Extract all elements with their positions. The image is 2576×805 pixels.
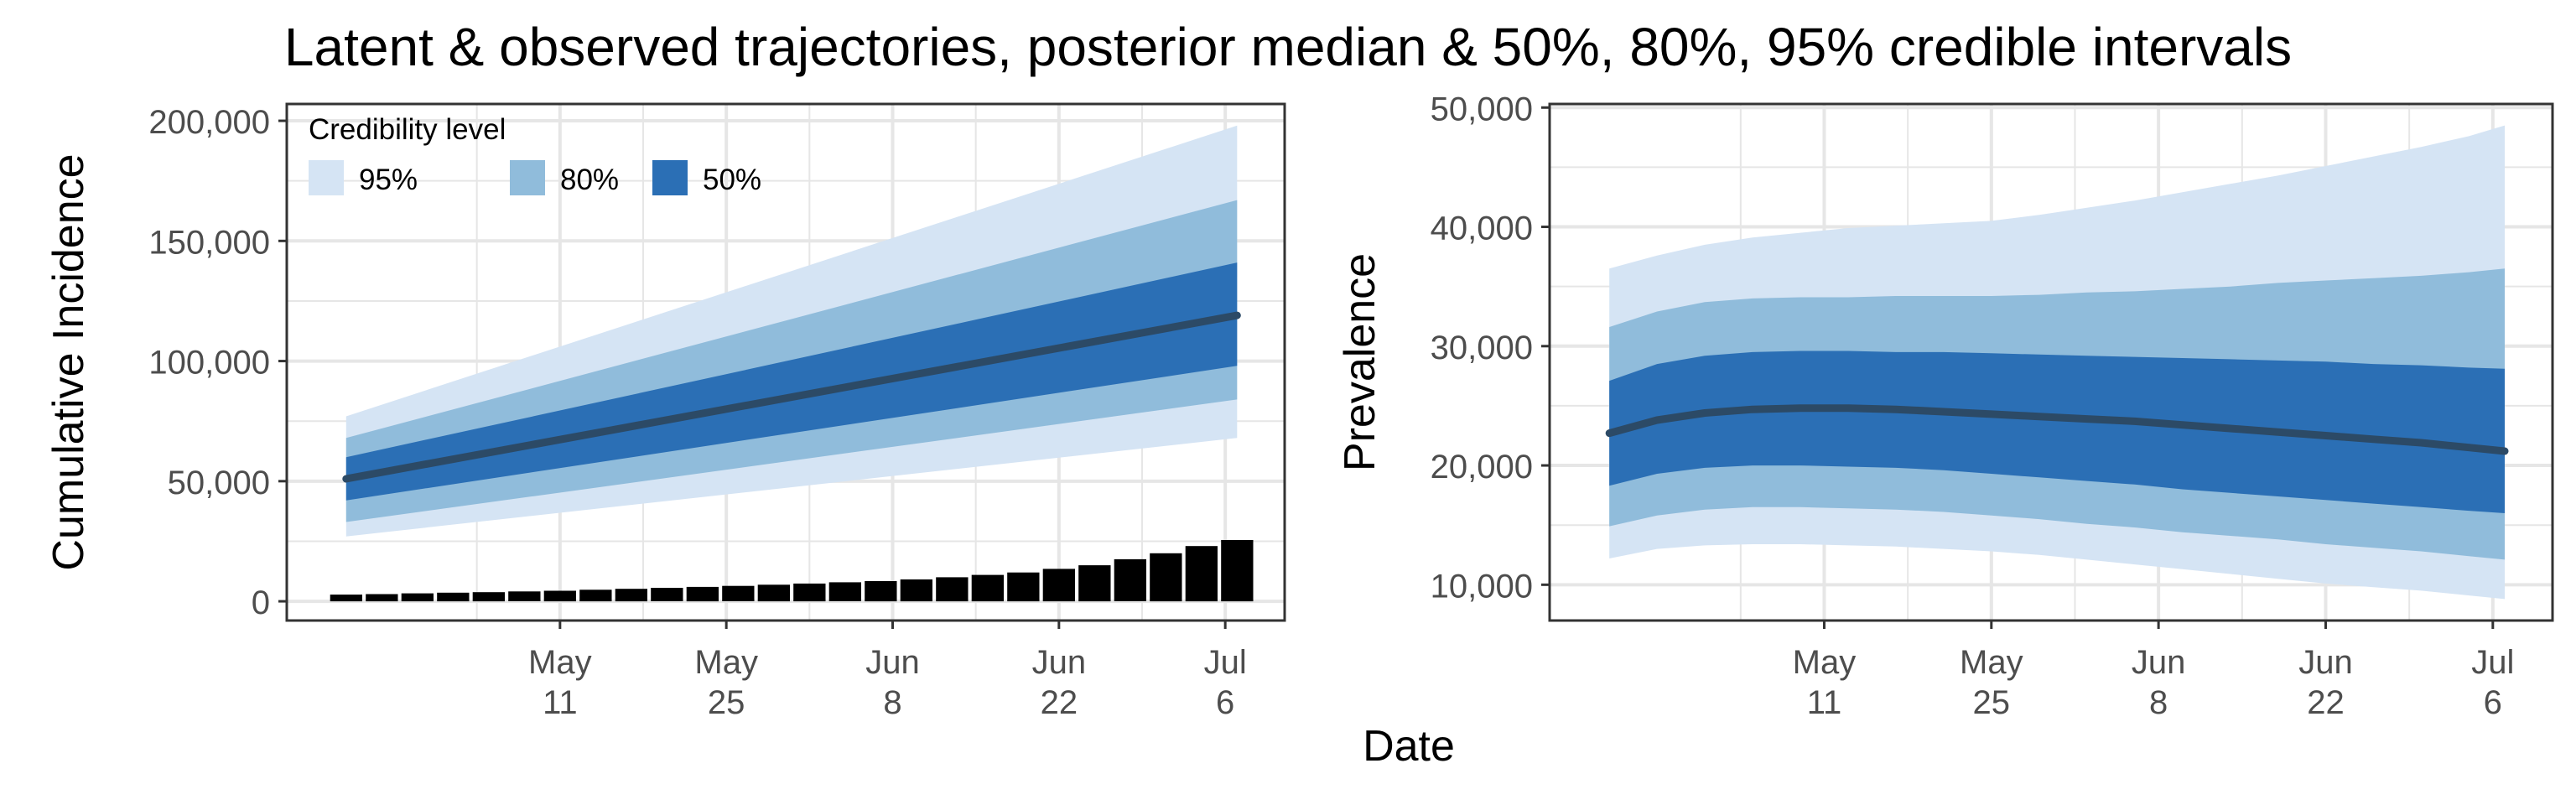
- x-axis-title: Date: [1363, 722, 1455, 771]
- observed-bar: [508, 591, 541, 601]
- observed-bar: [1114, 558, 1146, 601]
- x-tick-label: May 11: [1793, 644, 1857, 721]
- observed-bar: [971, 574, 1004, 602]
- observed-bar: [757, 584, 790, 602]
- observed-bar: [1042, 569, 1075, 602]
- prevalence-panel: 10,000 20,000 30,000 40,000 50,000 May 11 May 25…: [1336, 91, 2554, 721]
- observed-bar: [330, 595, 362, 602]
- y-tick-label: 100,000: [148, 345, 270, 382]
- observed-bar: [865, 581, 897, 602]
- cumulative-incidence-panel: 0 50,000 100,000 150,000 200,000 May 11 May 25 Ju…: [44, 102, 1286, 721]
- observed-bar: [651, 588, 683, 601]
- y-axis-title: Prevalence: [1336, 253, 1384, 471]
- observed-bar: [900, 579, 932, 602]
- x-tick-label: May 25: [694, 644, 758, 721]
- x-tick-label: Jun 8: [2132, 644, 2186, 721]
- y-tick-label: 0: [252, 584, 270, 621]
- y-tick-label: 200,000: [148, 104, 270, 141]
- observed-bar: [686, 586, 719, 602]
- observed-bar: [1150, 553, 1182, 602]
- x-tick-label: May 25: [1960, 644, 2023, 721]
- median-line: [342, 311, 1241, 483]
- observed-bar: [472, 592, 505, 602]
- legend-key-50: [652, 160, 688, 195]
- x-tick-label: Jun 22: [1032, 644, 1087, 721]
- legend-key-95: [309, 160, 344, 195]
- observed-bar: [722, 585, 755, 601]
- observed-bar: [793, 583, 826, 602]
- observed-bar: [936, 577, 969, 602]
- legend-title: Credibility level: [309, 113, 506, 146]
- y-tick-label: 30,000: [1431, 330, 1533, 366]
- observed-bar: [1185, 546, 1218, 602]
- y-tick-label: 40,000: [1431, 210, 1533, 247]
- observed-bar: [1078, 565, 1111, 602]
- y-tick-label: 20,000: [1431, 449, 1533, 486]
- x-tick-label: Jul 6: [1204, 644, 1247, 721]
- y-tick-label: 150,000: [148, 224, 270, 261]
- observed-bar: [366, 594, 398, 602]
- observed-bar: [437, 592, 470, 602]
- observed-bar: [1007, 572, 1040, 602]
- legend-label: 80%: [560, 164, 619, 196]
- plot-border: [1548, 102, 2554, 622]
- y-tick-label: 50,000: [168, 465, 270, 501]
- y-tick-label: 10,000: [1431, 568, 1533, 605]
- observed-bar: [1221, 540, 1254, 602]
- x-tick-label: Jun 8: [865, 644, 920, 721]
- observed-bar: [579, 589, 612, 602]
- legend-key-80: [510, 160, 545, 195]
- x-tick-label: May 11: [528, 644, 592, 721]
- median-line: [1605, 404, 2509, 455]
- x-tick-label: Jul 6: [2471, 644, 2514, 721]
- figure-title: Latent & observed trajectories, posterio…: [283, 17, 2293, 77]
- legend-label: 50%: [703, 164, 761, 196]
- band-50: [1609, 351, 2505, 513]
- x-tick-label: Jun 22: [2298, 644, 2353, 721]
- observed-bar: [401, 593, 434, 602]
- observed-bar: [828, 582, 861, 601]
- y-tick-label: 50,000: [1431, 91, 1533, 127]
- legend-label: 95%: [359, 164, 418, 196]
- observed-bar: [543, 590, 576, 602]
- y-axis-title: Cumulative Incidence: [44, 153, 93, 570]
- observed-bar: [615, 589, 647, 602]
